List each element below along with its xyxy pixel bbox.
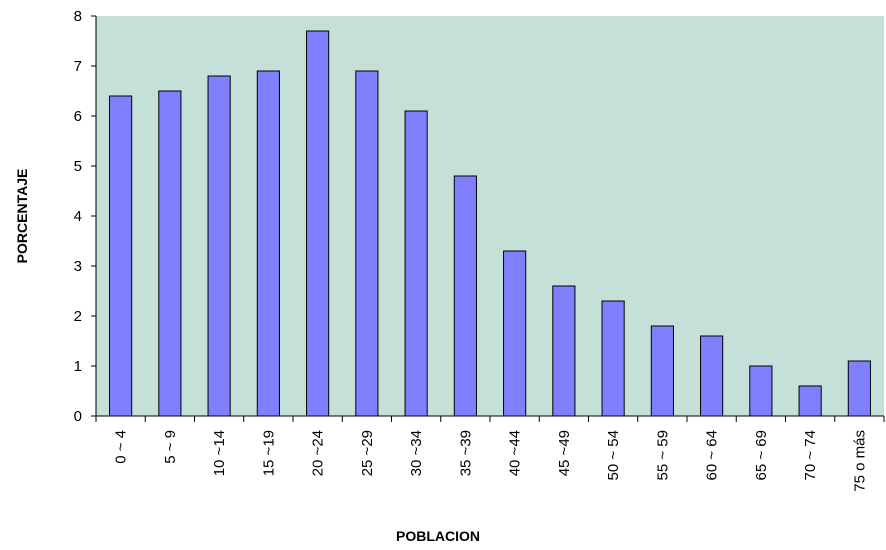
bar-7: [453, 175, 477, 417]
bar-4: [306, 30, 330, 417]
x-tick-label-5: 25 ~29: [359, 430, 376, 476]
x-axis-title: POBLACION: [396, 528, 480, 544]
x-tick-label-12: 60 ~ 64: [704, 430, 721, 480]
x-tick-label-8: 40 ~44: [507, 430, 524, 476]
y-tick-label-6: 6: [74, 108, 82, 125]
x-tick-label-13: 65 ~ 69: [753, 430, 770, 480]
y-ticks-group: 0 1 2 3 4 5 6 7 8: [74, 8, 96, 425]
bar-2: [207, 75, 231, 417]
bar-15: [847, 360, 871, 417]
x-ticks-group: 0 ~ 4 5 ~ 9 10 ~14 15 ~19 20 ~24 25 ~29 30 ~34…: [95, 416, 885, 492]
bar-9: [552, 285, 576, 417]
y-tick-label-7: 7: [74, 58, 82, 75]
bar-6: [404, 110, 428, 417]
x-tick-label-0: 0 ~ 4: [113, 430, 130, 464]
x-tick-label-15: 75 o más: [851, 430, 868, 492]
y-tick-label-8: 8: [74, 8, 82, 25]
x-tick-label-1: 5 ~ 9: [162, 430, 179, 464]
y-tick-label-0: 0: [74, 408, 82, 425]
bar-13: [749, 365, 773, 417]
x-tick-label-14: 70 ~ 74: [802, 430, 819, 480]
y-tick-label-2: 2: [74, 308, 82, 325]
bar-5: [355, 70, 379, 417]
y-tick-label-5: 5: [74, 158, 82, 175]
x-tick-label-11: 55 ~ 59: [654, 430, 671, 480]
x-tick-label-4: 20 ~24: [310, 430, 327, 476]
y-tick-label-4: 4: [74, 208, 82, 225]
bar-8: [503, 250, 527, 417]
bar-1: [158, 90, 182, 417]
x-tick-label-2: 10 ~14: [211, 430, 228, 476]
y-tick-label-3: 3: [74, 258, 82, 275]
bar-14: [798, 385, 822, 417]
bar-0: [109, 95, 133, 417]
bar-3: [256, 70, 280, 417]
x-tick-label-9: 45 ~49: [556, 430, 573, 476]
y-tick-label-1: 1: [74, 358, 82, 375]
x-tick-label-6: 30 ~34: [408, 430, 425, 476]
bar-10: [601, 300, 625, 417]
x-tick-label-10: 50 ~ 54: [605, 430, 622, 480]
y-axis-title: PORCENTAJE: [14, 169, 30, 264]
bars-group: [109, 30, 871, 417]
x-tick-label-7: 35 ~39: [457, 430, 474, 476]
bar-11: [650, 325, 674, 417]
x-tick-label-3: 15 ~19: [260, 430, 277, 476]
bar-12: [700, 335, 724, 417]
